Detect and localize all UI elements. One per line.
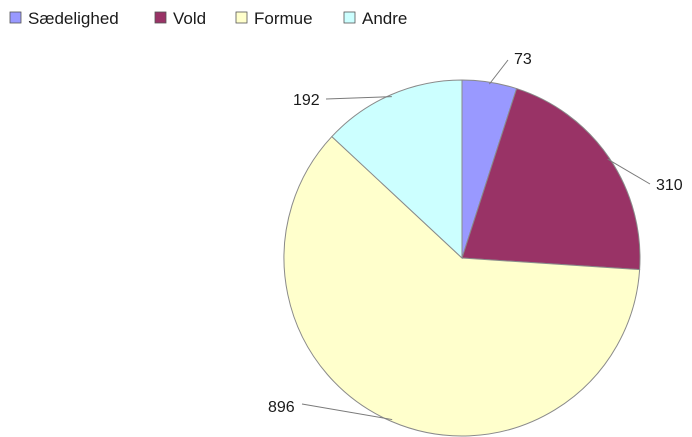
legend-item-vold: Vold [154, 9, 206, 28]
legend-swatch-andre [343, 11, 356, 24]
legend-swatch-saedelighed [9, 11, 22, 24]
data-label-vold: 310 [656, 177, 683, 194]
pie-slice-vold [461, 87, 641, 271]
pie-slice-formue [283, 135, 641, 437]
legend-swatch-formue [235, 11, 248, 24]
leader-line-vold [607, 158, 651, 185]
leader-line-saedelighed [488, 59, 509, 85]
pie-slice-andre [331, 79, 463, 260]
legend-label-vold: Vold [173, 9, 206, 28]
legend-item-andre: Andre [343, 9, 407, 28]
leader-line-andre [325, 96, 392, 100]
leader-line-formue [301, 403, 393, 421]
legend-label-formue: Formue [254, 9, 313, 28]
legend: Sædelighed Vold Formue Andre [9, 9, 407, 28]
legend-label-saedelighed: Sædelighed [28, 9, 119, 28]
pie-slices [283, 79, 641, 437]
leader-lines [301, 59, 651, 421]
data-label-andre: 192 [293, 92, 320, 109]
legend-swatch-vold [154, 11, 167, 24]
legend-item-formue: Formue [235, 9, 313, 28]
data-labels: 73 310 896 192 [268, 51, 683, 416]
data-label-formue: 896 [268, 399, 295, 416]
data-label-saedelighed: 73 [514, 51, 532, 68]
legend-item-saedelighed: Sædelighed [9, 9, 119, 28]
legend-label-andre: Andre [362, 9, 407, 28]
